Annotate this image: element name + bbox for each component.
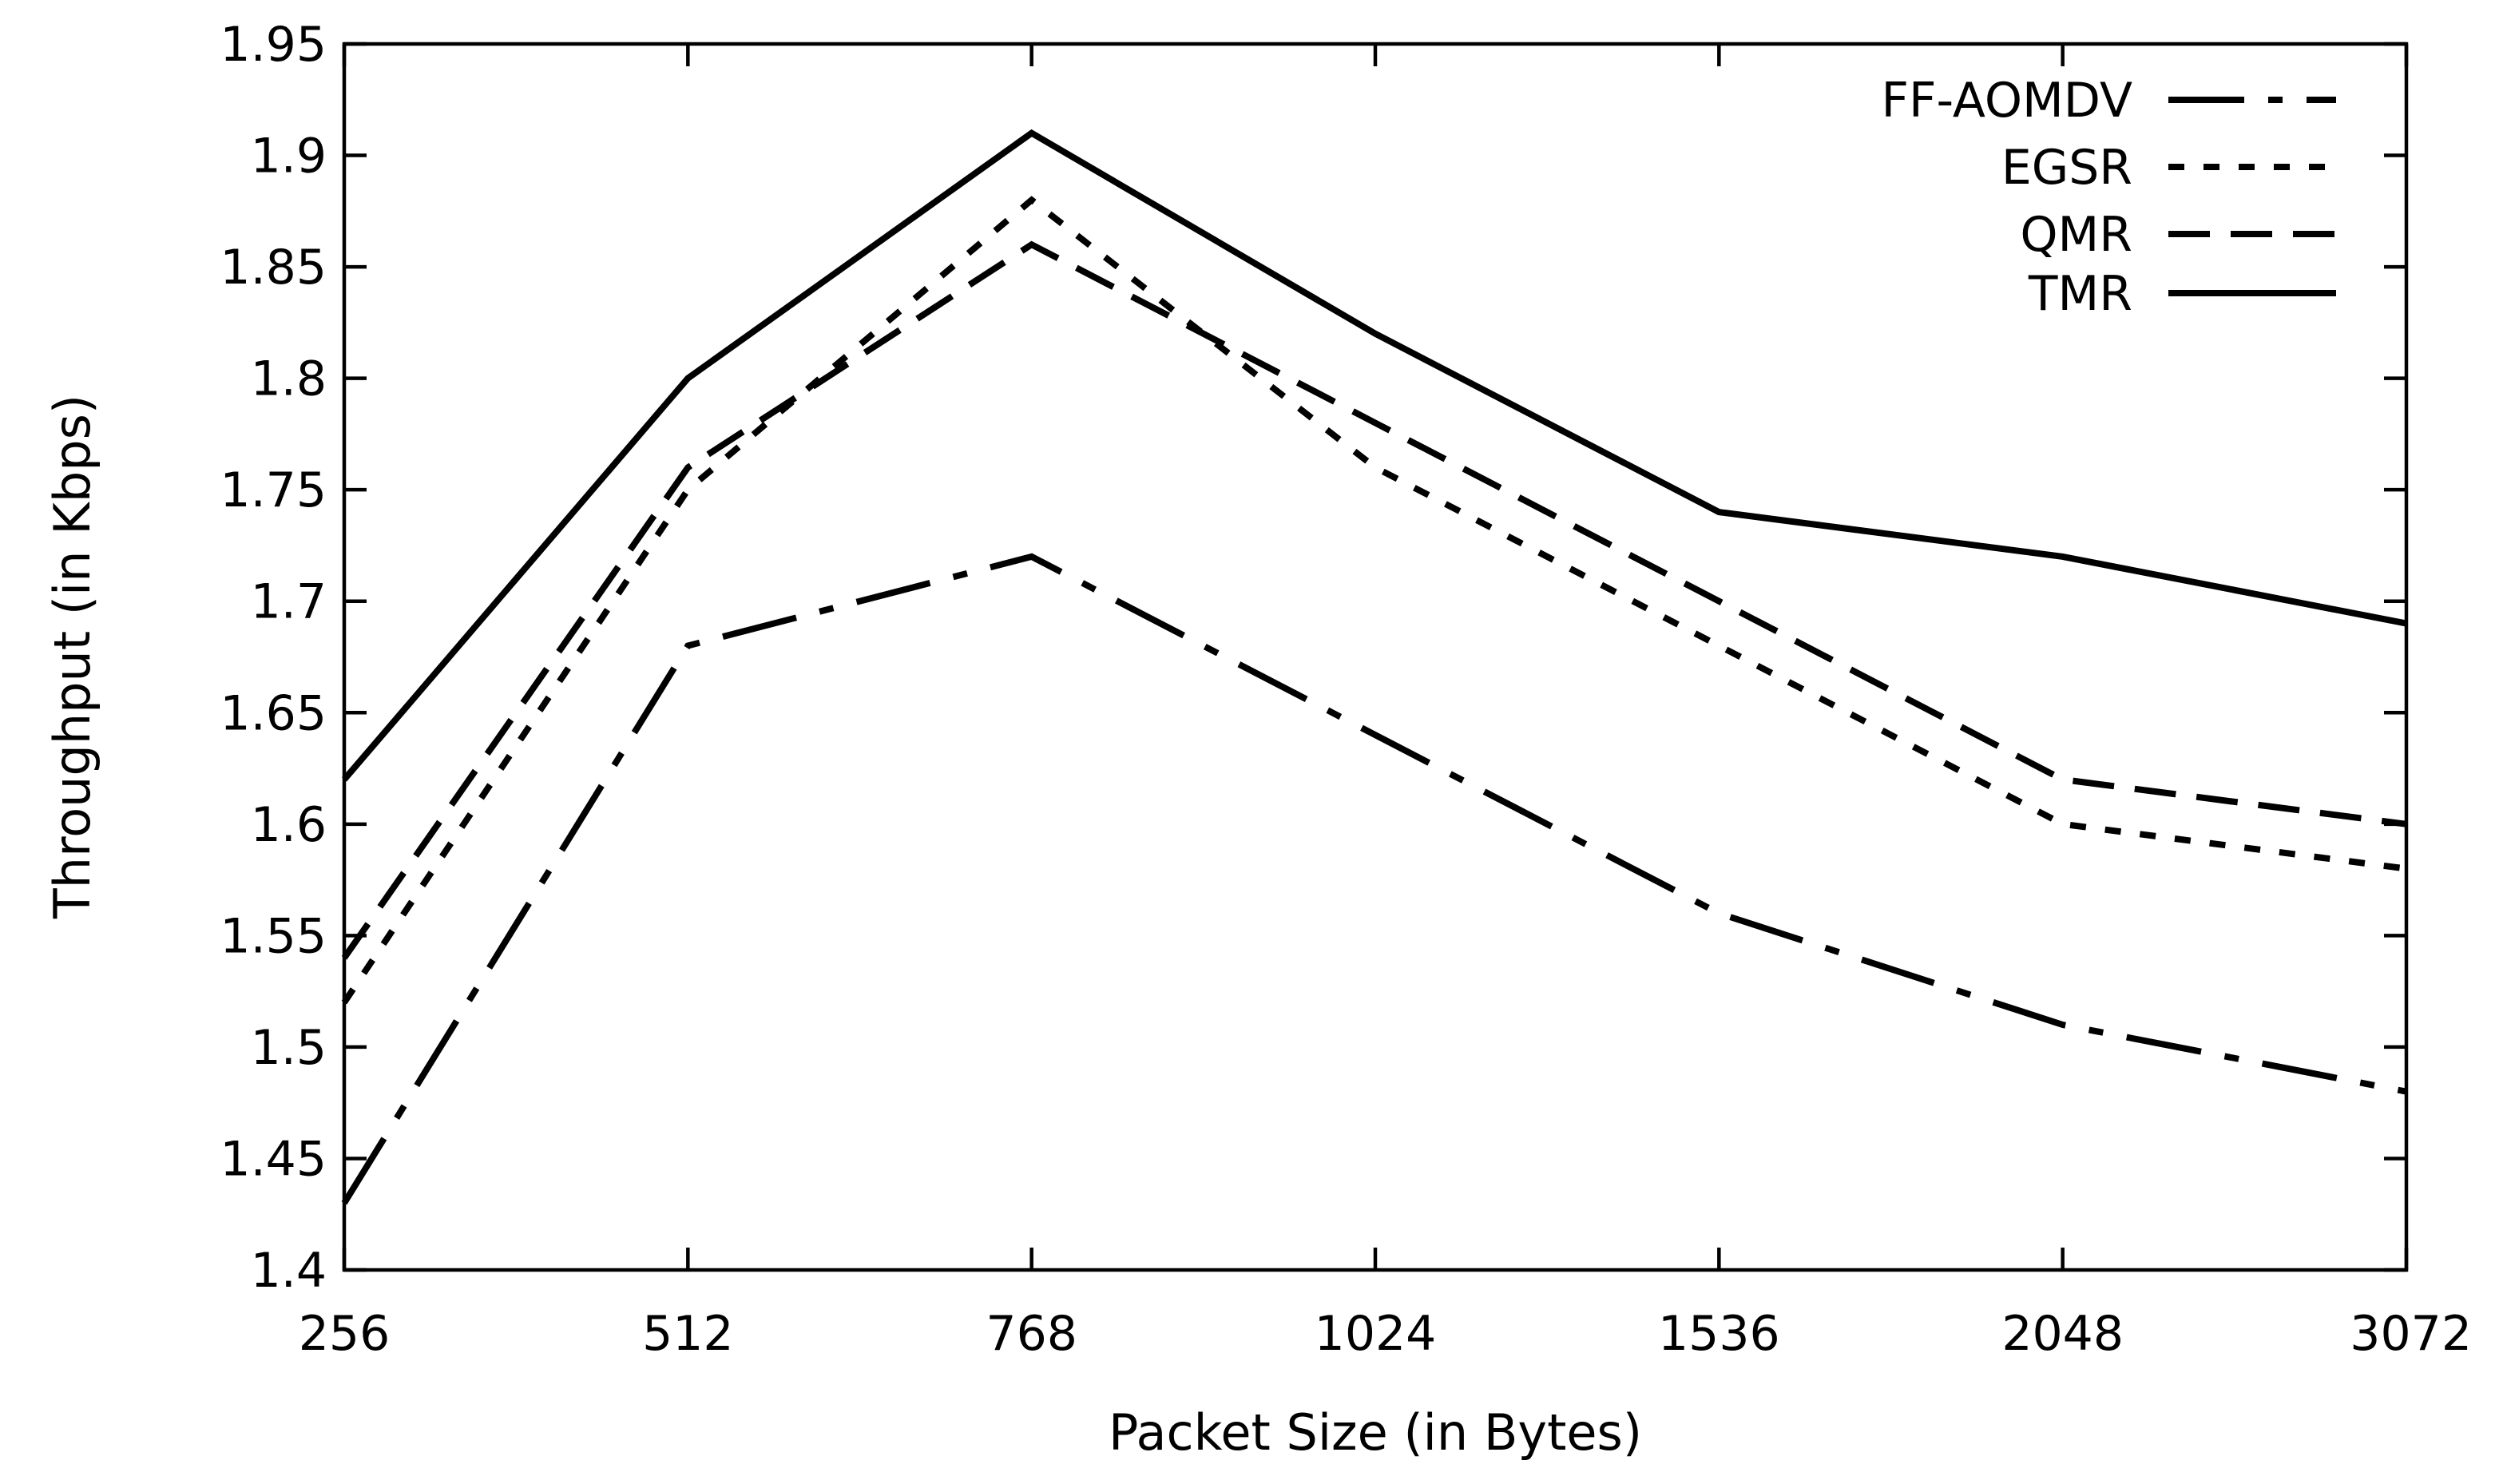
y-tick-label: 1.75	[220, 462, 327, 518]
series-lines	[341, 129, 2407, 1205]
x-axis-ticks: 256 512 768 1024 1536 2048 3072	[299, 44, 2472, 1362]
legend-label: FF-AOMDV	[1881, 73, 2132, 129]
legend-label: TMR	[2028, 266, 2132, 322]
y-tick-label: 1.6	[251, 797, 327, 853]
y-tick-label: 1.8	[251, 351, 327, 407]
series-line-tmr	[341, 129, 2407, 782]
y-tick-label: 1.95	[220, 17, 327, 73]
y-tick-label: 1.45	[220, 1131, 327, 1187]
y-tick-label: 1.4	[251, 1243, 327, 1299]
y-axis-title: Throughput (in Kbps)	[43, 395, 101, 919]
y-tick-label: 1.85	[220, 240, 327, 296]
x-tick-label: 1024	[1315, 1306, 1437, 1362]
legend-label: QMR	[2020, 207, 2132, 263]
x-tick-label: 768	[986, 1306, 1077, 1362]
y-tick-label: 1.5	[251, 1020, 327, 1076]
y-tick-label: 1.7	[251, 574, 327, 630]
x-tick-label: 3072	[2350, 1306, 2472, 1362]
series-line-ff-aomdv	[341, 553, 2407, 1205]
x-axis-title: Packet Size (in Bytes)	[1109, 1403, 1642, 1462]
y-tick-label: 1.65	[220, 685, 327, 741]
x-tick-label: 512	[642, 1306, 734, 1362]
y-tick-label: 1.55	[220, 908, 327, 964]
x-tick-label: 1536	[1658, 1306, 1780, 1362]
y-tick-label: 1.9	[251, 129, 327, 185]
series-line-qmr	[341, 240, 2407, 960]
legend-label: EGSR	[2001, 140, 2132, 196]
x-tick-label: 256	[299, 1306, 391, 1362]
x-tick-label: 2048	[2001, 1306, 2124, 1362]
